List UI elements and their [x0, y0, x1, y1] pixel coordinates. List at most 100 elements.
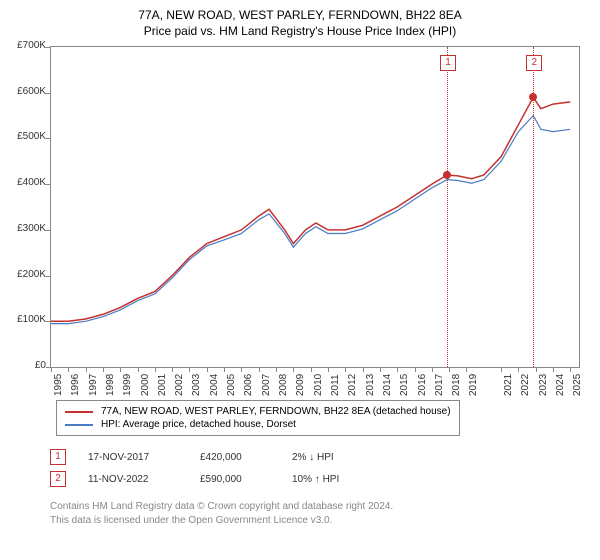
x-tick: [501, 367, 502, 372]
x-tick: [138, 367, 139, 372]
x-axis-label: 2009: [295, 374, 306, 396]
x-axis-label: 2010: [313, 374, 324, 396]
legend-label: 77A, NEW ROAD, WEST PARLEY, FERNDOWN, BH…: [101, 406, 451, 417]
chart-container: 77A, NEW ROAD, WEST PARLEY, FERNDOWN, BH…: [0, 0, 600, 560]
x-axis-label: 2004: [209, 374, 220, 396]
series-hpi_dorset: [51, 116, 570, 324]
sales-price: £590,000: [200, 474, 270, 485]
x-tick: [311, 367, 312, 372]
x-axis-label: 2005: [226, 374, 237, 396]
x-axis-label: 2013: [365, 374, 376, 396]
x-tick: [241, 367, 242, 372]
x-tick: [120, 367, 121, 372]
x-axis-label: 1995: [53, 374, 64, 396]
legend-label: HPI: Average price, detached house, Dors…: [101, 419, 296, 430]
y-axis-label: £100K: [2, 314, 46, 325]
chart-title: 77A, NEW ROAD, WEST PARLEY, FERNDOWN, BH…: [0, 0, 600, 22]
sales-date: 11-NOV-2022: [88, 474, 178, 485]
chart-subtitle: Price paid vs. HM Land Registry's House …: [0, 22, 600, 38]
x-tick: [276, 367, 277, 372]
x-axis-label: 2012: [347, 374, 358, 396]
x-axis-label: 2025: [572, 374, 583, 396]
x-axis-label: 1996: [70, 374, 81, 396]
x-axis-label: 2003: [191, 374, 202, 396]
legend-item: 77A, NEW ROAD, WEST PARLEY, FERNDOWN, BH…: [65, 405, 451, 418]
x-axis-label: 1998: [105, 374, 116, 396]
x-axis-label: 2015: [399, 374, 410, 396]
sales-marker-icon: 2: [50, 471, 66, 487]
y-tick: [46, 93, 51, 94]
y-tick: [46, 47, 51, 48]
x-axis-label: 2024: [555, 374, 566, 396]
footer-attribution: Contains HM Land Registry data © Crown c…: [50, 500, 393, 528]
x-tick: [518, 367, 519, 372]
x-tick: [415, 367, 416, 372]
x-tick: [553, 367, 554, 372]
footer-line-1: Contains HM Land Registry data © Crown c…: [50, 500, 393, 514]
x-axis-label: 2023: [538, 374, 549, 396]
x-axis-label: 2011: [330, 374, 341, 396]
x-axis-label: 2001: [157, 374, 168, 396]
x-tick: [363, 367, 364, 372]
y-tick: [46, 184, 51, 185]
footer-line-2: This data is licensed under the Open Gov…: [50, 514, 393, 528]
x-tick: [207, 367, 208, 372]
x-tick: [68, 367, 69, 372]
series-property_price: [51, 97, 570, 321]
sales-row: 2 11-NOV-2022 £590,000 10% ↑ HPI: [50, 468, 372, 490]
y-axis-label: £500K: [2, 131, 46, 142]
x-tick: [345, 367, 346, 372]
x-axis-label: 2018: [451, 374, 462, 396]
x-tick: [189, 367, 190, 372]
chart-plot-area: 12: [50, 46, 580, 368]
x-tick: [328, 367, 329, 372]
x-axis-label: 2006: [243, 374, 254, 396]
sale-marker-label: 1: [440, 55, 456, 71]
x-axis-label: 2017: [434, 374, 445, 396]
x-tick: [380, 367, 381, 372]
chart-svg: [51, 47, 579, 367]
sale-marker-dot: [443, 171, 451, 179]
x-axis-label: 2021: [503, 374, 514, 396]
x-tick: [449, 367, 450, 372]
y-axis-label: £600K: [2, 86, 46, 97]
legend-item: HPI: Average price, detached house, Dors…: [65, 418, 451, 431]
sales-marker-icon: 1: [50, 449, 66, 465]
x-tick: [51, 367, 52, 372]
y-axis-label: £200K: [2, 269, 46, 280]
y-axis-label: £300K: [2, 223, 46, 234]
x-tick: [570, 367, 571, 372]
sales-row: 1 17-NOV-2017 £420,000 2% ↓ HPI: [50, 446, 372, 468]
y-axis-label: £0: [2, 360, 46, 371]
x-tick: [224, 367, 225, 372]
legend-swatch: [65, 424, 93, 426]
x-tick: [536, 367, 537, 372]
x-axis-label: 1999: [122, 374, 133, 396]
x-axis-label: 2000: [140, 374, 151, 396]
sales-price: £420,000: [200, 452, 270, 463]
x-axis-label: 2019: [468, 374, 479, 396]
y-axis-label: £700K: [2, 40, 46, 51]
sale-marker-label: 2: [526, 55, 542, 71]
chart-legend: 77A, NEW ROAD, WEST PARLEY, FERNDOWN, BH…: [56, 400, 460, 436]
x-tick: [293, 367, 294, 372]
x-tick: [397, 367, 398, 372]
x-axis-label: 2014: [382, 374, 393, 396]
sales-diff: 2% ↓ HPI: [292, 452, 372, 463]
x-axis-label: 2002: [174, 374, 185, 396]
sales-table: 1 17-NOV-2017 £420,000 2% ↓ HPI 2 11-NOV-2022…: [50, 446, 372, 490]
y-tick: [46, 138, 51, 139]
sales-date: 17-NOV-2017: [88, 452, 178, 463]
legend-swatch: [65, 411, 93, 413]
y-tick: [46, 230, 51, 231]
x-axis-label: 1997: [88, 374, 99, 396]
y-tick: [46, 276, 51, 277]
x-tick: [259, 367, 260, 372]
x-tick: [86, 367, 87, 372]
x-axis-label: 2008: [278, 374, 289, 396]
sale-marker-dot: [529, 93, 537, 101]
y-tick: [46, 321, 51, 322]
y-axis-label: £400K: [2, 177, 46, 188]
x-tick: [155, 367, 156, 372]
sales-diff: 10% ↑ HPI: [292, 474, 372, 485]
